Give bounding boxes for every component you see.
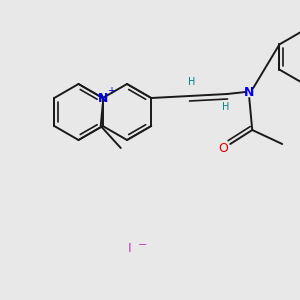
- Text: +: +: [107, 86, 115, 96]
- Text: H: H: [222, 102, 229, 112]
- Text: N: N: [244, 85, 254, 98]
- Text: O: O: [218, 142, 228, 155]
- Text: H: H: [188, 77, 195, 87]
- Text: −: −: [138, 240, 148, 250]
- Text: N: N: [98, 92, 108, 104]
- Text: I: I: [128, 242, 132, 254]
